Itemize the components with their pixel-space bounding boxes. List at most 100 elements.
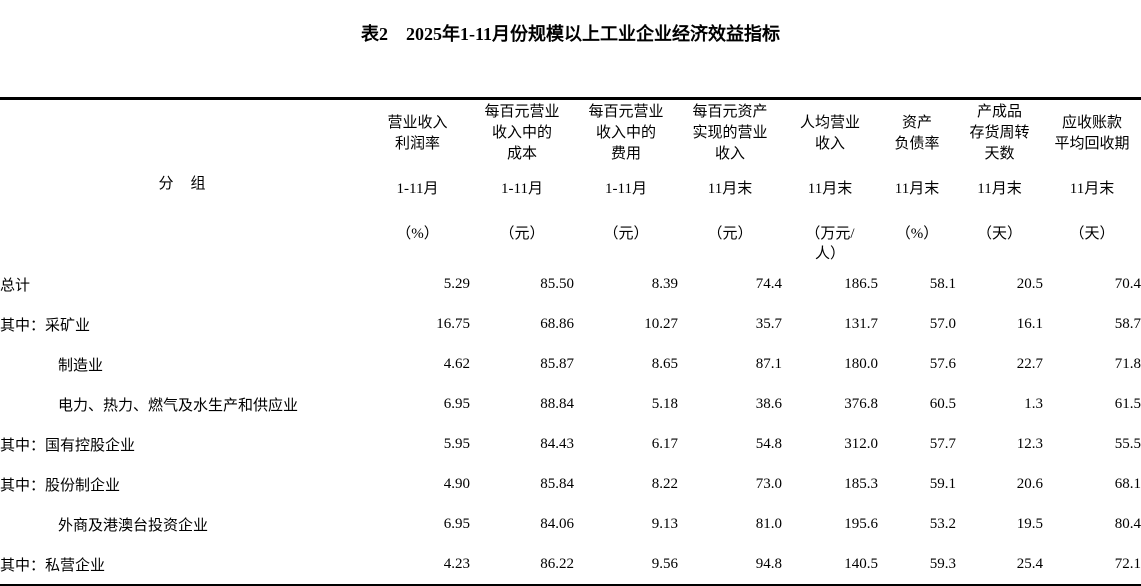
cell-value: 61.5 [1114,395,1141,412]
period-unit-cell: 11月末 （天） [1043,167,1141,264]
cell-value: 4.23 [443,555,470,572]
cell-value: 85.50 [540,275,574,292]
cell-value: 195.6 [844,515,878,532]
row-label: 其中：国有控股企业 [0,437,136,454]
cell-value: 16.75 [436,315,470,332]
cell-value: 22.7 [1016,355,1043,372]
cell-value: 85.87 [540,355,574,372]
cell-value: 88.84 [540,395,574,412]
cell-value: 85.84 [540,475,574,492]
cell-value: 59.1 [929,475,956,492]
period-unit-cell: 11月末 （%） [878,167,956,264]
table-row-joint-stock: 其中：股份制企业 4.90 85.84 8.22 73.0 185.3 59.1… [0,464,1141,504]
unit-label: （天） [976,226,1022,242]
header-row-periods: 1-11月 （%） 1-11月 （元） 1-11月 （元） 11月末 （元） 1… [0,167,1141,264]
cell-value: 4.90 [443,475,470,492]
row-label: 电力、热力、燃气及水生产和供应业 [58,397,299,414]
cell-value: 6.17 [651,435,678,452]
cell-value: 58.7 [1114,315,1141,332]
cell-value: 60.5 [929,395,956,412]
cell-value: 12.3 [1016,435,1043,452]
header-profit-rate: 营业收入 利润率 [387,114,448,152]
period-label: 1-11月 [501,181,543,197]
table-row-state-owned: 其中：国有控股企业 5.95 84.43 6.17 54.8 312.0 57.… [0,424,1141,464]
cell-value: 68.1 [1114,475,1141,492]
cell-value: 72.1 [1114,555,1141,572]
period-label: 1-11月 [605,181,647,197]
table-row-manufacturing: 制造业 4.62 85.87 8.65 87.1 180.0 57.6 22.7… [0,344,1141,384]
cell-value: 20.6 [1016,475,1043,492]
cell-value: 80.4 [1114,515,1141,532]
cell-value: 84.43 [540,435,574,452]
table-row-total: 总计 5.29 85.50 8.39 74.4 186.5 58.1 20.5 … [0,264,1141,304]
unit-label: （元） [707,226,753,242]
period-unit-cell: 11月末 （万元/ 人） [782,167,878,264]
cell-value: 5.29 [443,275,470,292]
header-inventory-turnover-days: 产成品 存货周转 天数 [969,104,1030,162]
cell-value: 94.8 [755,555,782,572]
row-label: 制造业 [58,357,104,374]
cell-value: 6.95 [443,515,470,532]
period-label: 11月末 [707,181,753,197]
unit-label: （%） [396,226,439,242]
cell-value: 185.3 [844,475,878,492]
cell-value: 5.95 [443,435,470,452]
cell-value: 1.3 [1024,395,1043,412]
unit-label: （万元/ 人） [805,226,855,262]
header-row-names: 分 组 营业收入 利润率 每百元营业 收入中的 成本 每百元营业 收入中的 费用… [0,99,1141,192]
cell-value: 376.8 [844,395,878,412]
cell-value: 57.0 [929,315,956,332]
cell-value: 180.0 [844,355,878,372]
cell-value: 8.22 [651,475,678,492]
row-label: 其中：股份制企业 [0,477,121,494]
cell-value: 84.06 [540,515,574,532]
cell-value: 35.7 [755,315,782,332]
cell-value: 10.27 [644,315,678,332]
period-label: 11月末 [894,181,940,197]
header-receivables-period: 应收账款 平均回收期 [1054,114,1130,152]
cell-value: 8.39 [651,275,678,292]
cell-value: 68.86 [540,315,574,332]
unit-label: （天） [1069,226,1115,242]
cell-value: 140.5 [844,555,878,572]
row-label: 其中：私营企业 [0,557,106,574]
cell-value: 53.2 [929,515,956,532]
cell-value: 9.56 [651,555,678,572]
header-debt-ratio: 资产 负债率 [894,114,940,152]
row-label: 总计 [0,277,31,294]
header-group: 分 组 [158,175,207,192]
cell-value: 71.8 [1114,355,1141,372]
cell-value: 81.0 [755,515,782,532]
cell-value: 73.0 [755,475,782,492]
cell-value: 4.62 [443,355,470,372]
period-unit-cell: 11月末 （天） [956,167,1043,264]
cell-value: 16.1 [1016,315,1043,332]
cell-value: 55.5 [1114,435,1141,452]
period-unit-cell: 1-11月 （元） [470,167,574,264]
cell-value: 20.5 [1016,275,1043,292]
header-revenue-per-capita: 人均营业 收入 [799,114,860,152]
table-row-foreign-invested: 外商及港澳台投资企业 6.95 84.06 9.13 81.0 195.6 53… [0,504,1141,544]
period-label: 1-11月 [396,181,439,197]
cell-value: 57.6 [929,355,956,372]
cell-value: 131.7 [844,315,878,332]
cell-value: 19.5 [1016,515,1043,532]
cell-value: 74.4 [755,275,782,292]
cell-value: 87.1 [755,355,782,372]
cell-value: 59.3 [929,555,956,572]
period-unit-cell: 11月末 （元） [678,167,782,264]
cell-value: 58.1 [929,275,956,292]
period-label: 11月末 [807,181,853,197]
unit-label: （%） [895,226,939,242]
cell-value: 57.7 [929,435,956,452]
table-row-utilities: 电力、热力、燃气及水生产和供应业 6.95 88.84 5.18 38.6 37… [0,384,1141,424]
cell-value: 312.0 [844,435,878,452]
period-label: 11月末 [1069,181,1115,197]
cell-value: 6.95 [443,395,470,412]
header-expense-per-100: 每百元营业 收入中的 费用 [588,104,664,162]
header-revenue-per-100-assets: 每百元资产 实现的营业 收入 [692,104,768,162]
row-label: 外商及港澳台投资企业 [58,517,209,534]
page-title: 表2 2025年1-11月份规模以上工业企业经济效益指标 [361,24,780,44]
table-row-mining: 其中：采矿业 16.75 68.86 10.27 35.7 131.7 57.0… [0,304,1141,344]
cell-value: 54.8 [755,435,782,452]
